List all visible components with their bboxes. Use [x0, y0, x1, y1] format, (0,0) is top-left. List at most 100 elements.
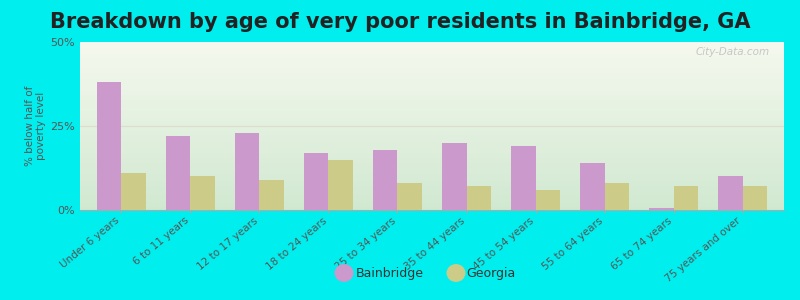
Bar — [80, 104, 784, 105]
Bar — [80, 137, 784, 138]
Bar — [80, 201, 784, 202]
Bar — [80, 155, 784, 156]
Bar — [235, 133, 259, 210]
Bar — [80, 97, 784, 98]
Bar — [80, 110, 784, 111]
Bar — [80, 197, 784, 198]
Bar — [80, 173, 784, 174]
Bar — [80, 71, 784, 72]
Bar — [80, 198, 784, 199]
Bar — [80, 140, 784, 141]
Bar — [80, 86, 784, 87]
Bar — [80, 70, 784, 71]
Bar — [80, 69, 784, 70]
Bar — [80, 195, 784, 196]
Bar — [80, 79, 784, 80]
Bar — [80, 151, 784, 152]
Bar — [80, 117, 784, 118]
Bar — [80, 105, 784, 106]
Text: Georgia: Georgia — [466, 266, 516, 280]
Bar — [80, 51, 784, 52]
Bar — [80, 57, 784, 58]
Bar — [80, 160, 784, 161]
Bar — [80, 179, 784, 180]
Bar — [80, 103, 784, 104]
Bar — [80, 52, 784, 53]
Bar — [80, 76, 784, 77]
Bar — [80, 88, 784, 89]
Bar — [80, 60, 784, 61]
Bar — [80, 64, 784, 65]
Bar — [466, 187, 490, 210]
Bar — [80, 139, 784, 140]
Bar — [80, 75, 784, 76]
Bar — [80, 46, 784, 47]
Bar — [80, 191, 784, 192]
Bar — [80, 193, 784, 194]
Bar — [80, 81, 784, 82]
Bar — [80, 134, 784, 135]
Y-axis label: % below half of
poverty level: % below half of poverty level — [25, 86, 46, 166]
Bar — [80, 147, 784, 148]
Bar — [80, 63, 784, 64]
Bar — [304, 153, 329, 210]
Bar — [80, 200, 784, 201]
Bar — [374, 149, 398, 210]
Bar — [80, 207, 784, 208]
Bar — [80, 209, 784, 210]
Bar — [80, 102, 784, 103]
Bar — [80, 45, 784, 46]
Bar — [80, 160, 784, 161]
Bar — [80, 153, 784, 154]
Bar — [80, 80, 784, 81]
Bar — [80, 115, 784, 116]
Bar — [80, 99, 784, 100]
Bar — [80, 184, 784, 185]
Bar — [80, 138, 784, 139]
Bar — [80, 89, 784, 90]
Bar — [80, 162, 784, 163]
Bar — [80, 68, 784, 69]
Bar — [80, 171, 784, 172]
Bar — [80, 124, 784, 125]
Bar — [80, 126, 784, 127]
Bar — [80, 169, 784, 170]
Bar — [80, 146, 784, 147]
Bar — [80, 106, 784, 107]
Bar — [80, 127, 784, 128]
Bar — [80, 131, 784, 132]
Bar — [80, 118, 784, 119]
Bar — [80, 84, 784, 85]
Bar — [80, 119, 784, 120]
Bar — [80, 156, 784, 157]
Bar — [80, 42, 784, 43]
Bar — [80, 90, 784, 91]
Bar — [80, 192, 784, 193]
Bar — [166, 136, 190, 210]
Bar — [80, 49, 784, 50]
Bar — [80, 83, 784, 84]
Bar — [80, 130, 784, 131]
Bar — [80, 122, 784, 123]
Bar — [80, 157, 784, 158]
Bar — [80, 205, 784, 206]
Bar — [80, 56, 784, 57]
Text: City-Data.com: City-Data.com — [696, 47, 770, 57]
Bar — [80, 170, 784, 171]
Bar — [511, 146, 535, 210]
Bar — [259, 180, 284, 210]
Bar — [329, 160, 353, 210]
Bar — [80, 181, 784, 182]
Bar — [80, 87, 784, 88]
Bar — [718, 176, 742, 210]
Bar — [80, 111, 784, 112]
Bar — [80, 47, 784, 48]
Bar — [80, 177, 784, 178]
Bar — [80, 196, 784, 197]
Bar — [650, 208, 674, 210]
Bar — [80, 182, 784, 183]
Bar — [80, 48, 784, 49]
Bar — [80, 206, 784, 207]
Bar — [80, 178, 784, 179]
Bar — [80, 59, 784, 60]
